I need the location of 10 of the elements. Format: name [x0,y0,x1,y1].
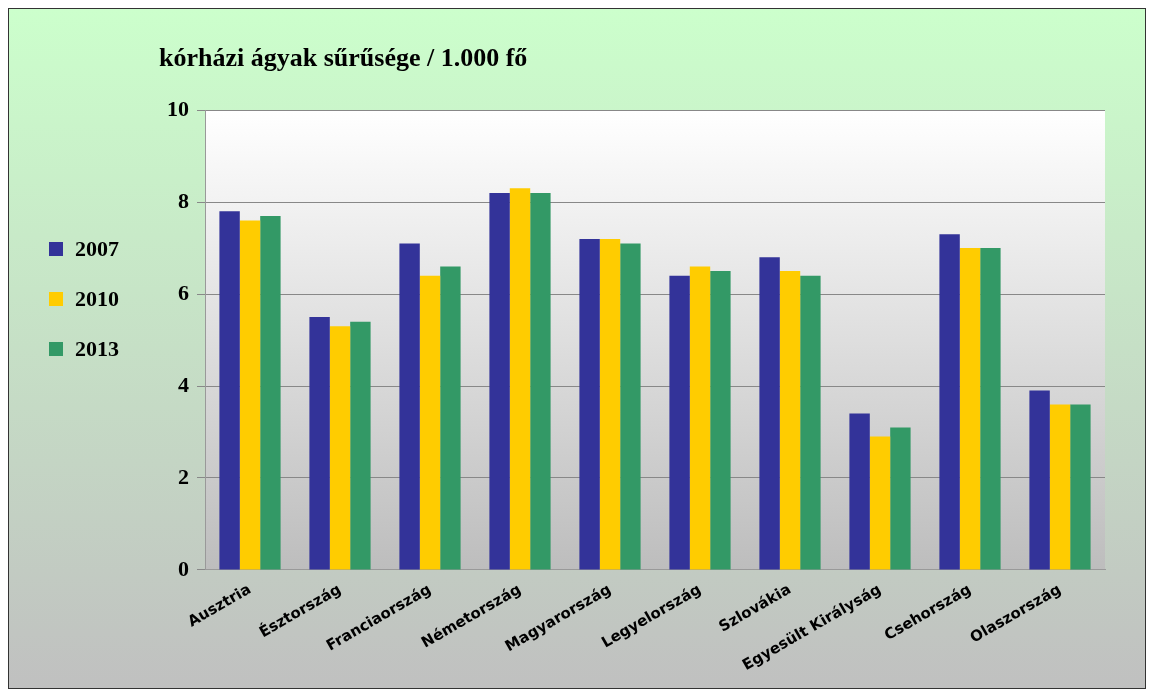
y-tick-label: 8 [178,187,189,213]
legend-label: 2013 [75,336,119,362]
legend-label: 2010 [75,286,119,312]
legend-label: 2007 [75,236,119,262]
y-tick-label: 2 [178,463,189,489]
y-tick-label: 4 [178,371,189,397]
y-tick-label: 10 [167,95,189,121]
chart-title: kórházi ágyak sűrűsége / 1.000 fő [159,43,528,73]
y-tick-label: 6 [178,279,189,305]
y-tick-label: 0 [178,555,189,581]
